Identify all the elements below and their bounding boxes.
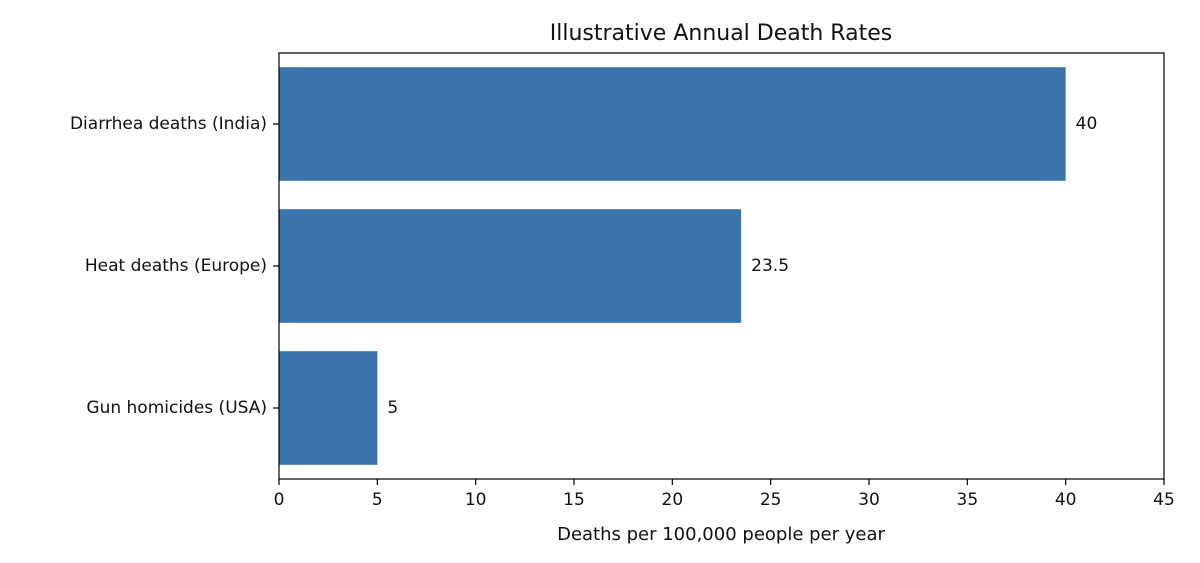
x-axis: 0 5 10 15 20 25 30 35 40 45 bbox=[274, 479, 1175, 510]
x-tick-label: 45 bbox=[1153, 490, 1175, 510]
bars-layer bbox=[279, 67, 1066, 465]
x-tick-label: 25 bbox=[760, 490, 782, 510]
data-labels: 40 23.5 5 bbox=[387, 114, 1097, 418]
x-tick-label: 35 bbox=[957, 490, 979, 510]
bar bbox=[279, 351, 378, 465]
y-tick-label: Gun homicides (USA) bbox=[86, 398, 267, 418]
x-tick-label: 5 bbox=[372, 490, 383, 510]
bar-value-label: 40 bbox=[1076, 114, 1098, 134]
y-axis: Diarrhea deaths (India) Heat deaths (Euro… bbox=[70, 114, 279, 418]
chart-title: Illustrative Annual Death Rates bbox=[550, 21, 892, 46]
x-tick-label: 10 bbox=[465, 490, 487, 510]
bar-value-label: 5 bbox=[387, 398, 398, 418]
x-tick-label: 30 bbox=[858, 490, 880, 510]
x-tick-label: 40 bbox=[1055, 490, 1077, 510]
x-axis-label: Deaths per 100,000 people per year bbox=[557, 524, 885, 545]
y-tick-label: Heat deaths (Europe) bbox=[85, 256, 267, 276]
bar-value-label: 23.5 bbox=[751, 256, 789, 276]
x-tick-label: 15 bbox=[563, 490, 585, 510]
x-tick-label: 20 bbox=[662, 490, 684, 510]
y-tick-label: Diarrhea deaths (India) bbox=[70, 114, 267, 134]
x-tick-label: 0 bbox=[274, 490, 285, 510]
bar bbox=[279, 67, 1066, 181]
bar bbox=[279, 209, 742, 323]
